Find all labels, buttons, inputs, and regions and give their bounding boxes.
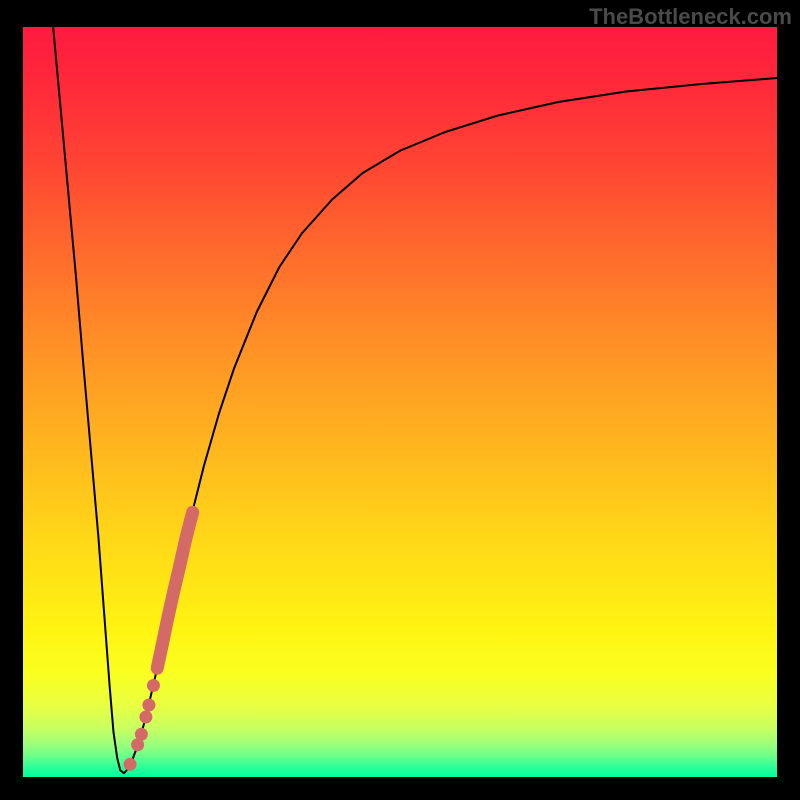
- highlight-segment: [157, 512, 192, 668]
- plot-area: [23, 27, 777, 777]
- chart-container: TheBottleneck.com: [0, 0, 800, 800]
- highlight-dot: [147, 679, 160, 692]
- highlight-dot: [135, 728, 148, 741]
- credit-text: TheBottleneck.com: [589, 4, 792, 30]
- highlight-dot: [139, 711, 152, 724]
- highlight-dot: [124, 758, 137, 771]
- highlight-dot: [142, 699, 155, 712]
- plot-svg: [23, 27, 777, 777]
